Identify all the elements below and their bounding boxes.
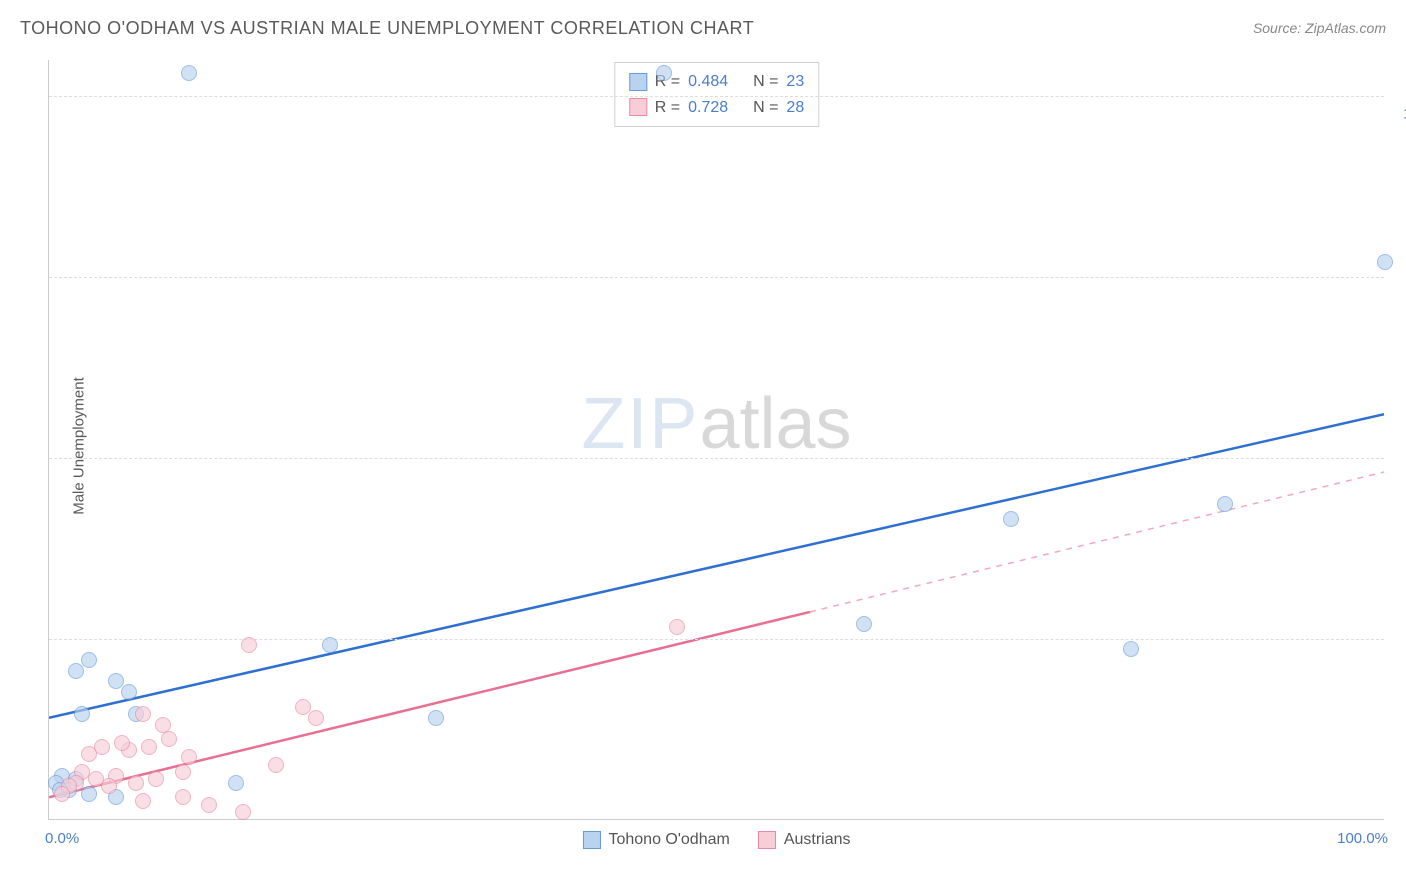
n-label: N = (753, 95, 778, 121)
watermark-zip: ZIP (581, 384, 699, 464)
gridline (49, 96, 1384, 97)
scatter-marker (121, 684, 137, 700)
watermark: ZIPatlas (581, 383, 851, 465)
series-legend-label: Tohono O'odham (608, 831, 729, 849)
plot-area: ZIPatlas R = 0.484 N = 23 R = 0.728 N = … (48, 60, 1384, 820)
source-label: Source: ZipAtlas.com (1253, 20, 1386, 36)
trend-line (49, 414, 1384, 718)
scatter-marker (81, 652, 97, 668)
series-legend-label: Austrians (784, 831, 851, 849)
scatter-marker (128, 775, 144, 791)
chart-container: TOHONO O'ODHAM VS AUSTRIAN MALE UNEMPLOY… (0, 0, 1406, 892)
scatter-marker (308, 710, 324, 726)
scatter-marker (228, 775, 244, 791)
correlation-legend-row: R = 0.728 N = 28 (629, 95, 804, 121)
r-value-1: 0.728 (688, 95, 728, 121)
series-legend-item: Austrians (758, 831, 851, 849)
legend-swatch-bottom-1 (758, 831, 776, 849)
scatter-marker (1217, 496, 1233, 512)
watermark-atlas: atlas (699, 384, 851, 464)
scatter-marker (81, 786, 97, 802)
scatter-marker (235, 804, 251, 820)
series-legend-item: Tohono O'odham (582, 831, 729, 849)
trend-line-dashed (810, 472, 1384, 612)
scatter-marker (175, 764, 191, 780)
scatter-marker (68, 663, 84, 679)
scatter-marker (135, 706, 151, 722)
y-tick-label: 75.0% (1394, 287, 1406, 304)
trend-lines-svg (49, 60, 1384, 819)
correlation-legend: R = 0.484 N = 23 R = 0.728 N = 28 (614, 62, 819, 127)
legend-swatch-bottom-0 (582, 831, 600, 849)
scatter-marker (114, 735, 130, 751)
scatter-marker (241, 637, 257, 653)
r-label: R = (655, 95, 680, 121)
x-tick-label: 0.0% (45, 830, 79, 847)
scatter-marker (428, 710, 444, 726)
scatter-marker (1123, 641, 1139, 657)
n-value-0: 23 (786, 69, 804, 95)
gridline (49, 458, 1384, 459)
chart-title: TOHONO O'ODHAM VS AUSTRIAN MALE UNEMPLOY… (20, 18, 754, 39)
scatter-marker (141, 739, 157, 755)
scatter-marker (268, 757, 284, 773)
scatter-marker (181, 65, 197, 81)
y-tick-label: 50.0% (1394, 468, 1406, 485)
scatter-marker (81, 746, 97, 762)
scatter-marker (161, 731, 177, 747)
scatter-marker (175, 789, 191, 805)
x-tick-label: 100.0% (1337, 830, 1388, 847)
scatter-marker (54, 786, 70, 802)
y-tick-label: 25.0% (1394, 649, 1406, 666)
scatter-marker (322, 637, 338, 653)
gridline (49, 277, 1384, 278)
scatter-marker (135, 793, 151, 809)
scatter-marker (148, 771, 164, 787)
scatter-marker (856, 616, 872, 632)
n-value-1: 28 (786, 95, 804, 121)
r-value-0: 0.484 (688, 69, 728, 95)
scatter-marker (669, 619, 685, 635)
series-legend: Tohono O'odham Austrians (582, 831, 850, 849)
scatter-marker (656, 65, 672, 81)
scatter-marker (1003, 511, 1019, 527)
legend-swatch-series-0 (629, 73, 647, 91)
scatter-marker (201, 797, 217, 813)
n-label: N = (753, 69, 778, 95)
scatter-marker (1377, 254, 1393, 270)
y-tick-label: 100.0% (1394, 106, 1406, 123)
scatter-marker (74, 706, 90, 722)
legend-swatch-series-1 (629, 98, 647, 116)
